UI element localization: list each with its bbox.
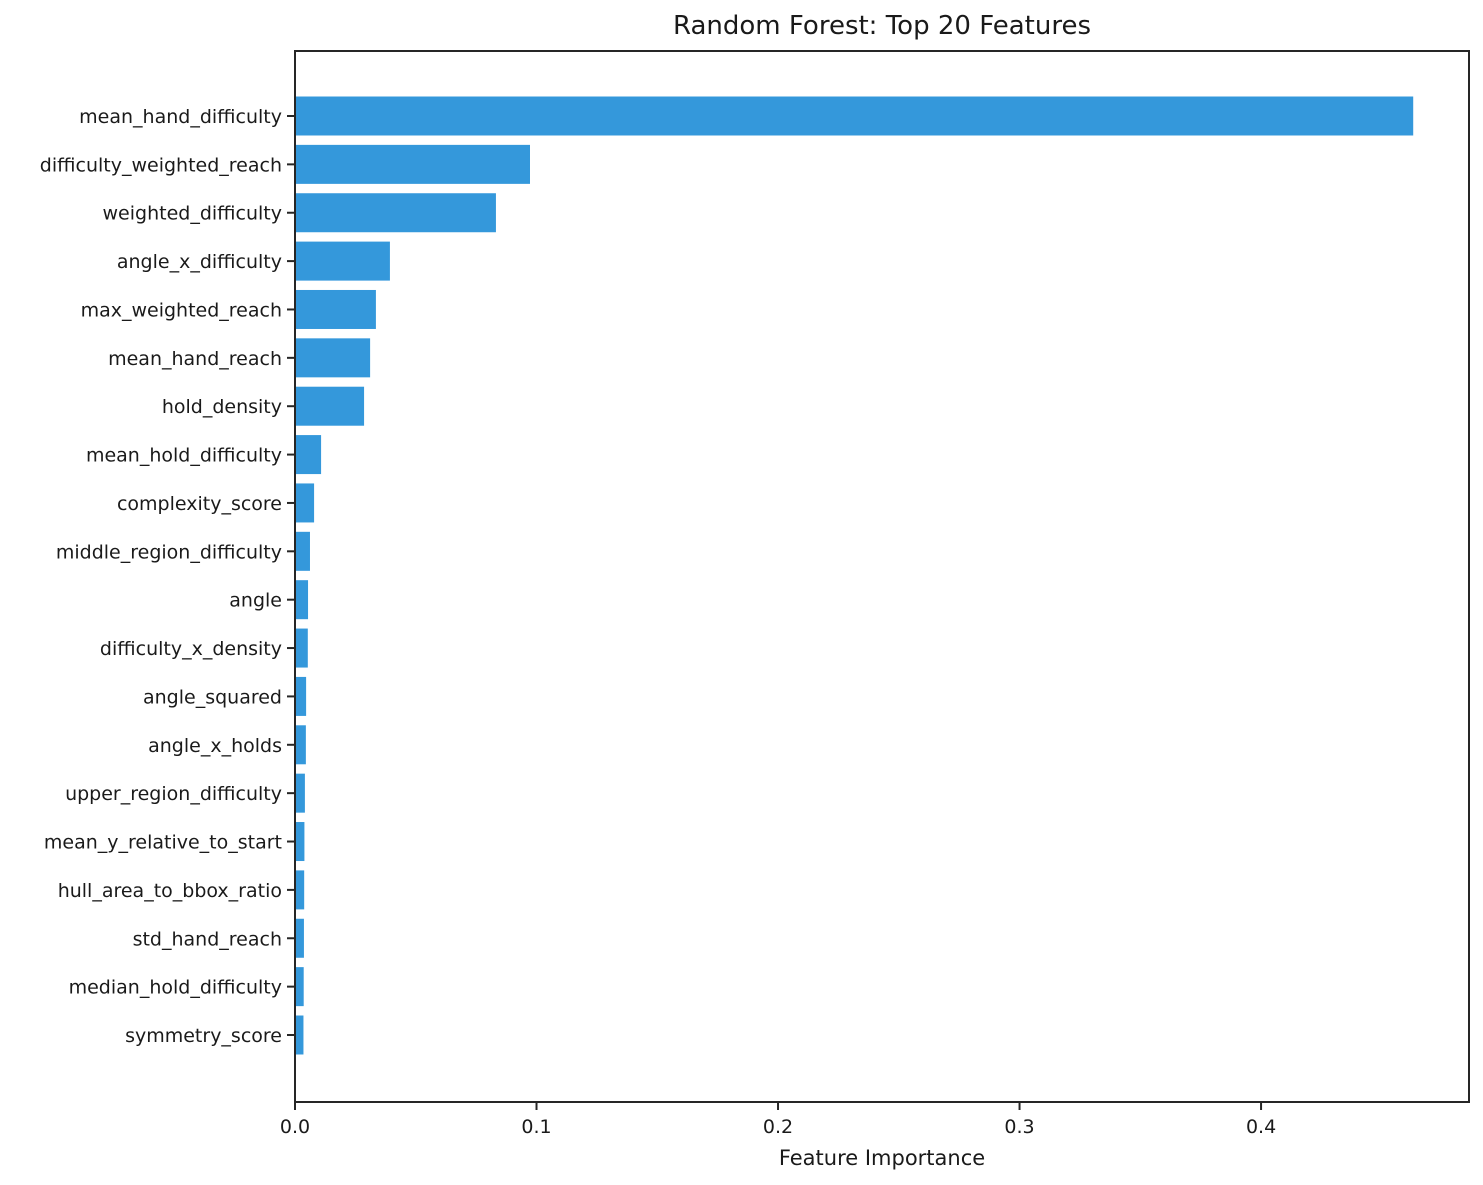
y-tick-label: mean_hold_difficulty [86, 445, 282, 467]
y-tick-label: mean_y_relative_to_start [44, 832, 282, 854]
y-tick-label: mean_hand_difficulty [79, 106, 282, 128]
x-axis-label: Feature Importance [778, 1146, 986, 1170]
x-tick-label: 0.3 [1004, 1116, 1034, 1138]
plot-border [294, 50, 1470, 1103]
y-tick-label: angle_x_holds [148, 735, 282, 757]
bar [295, 289, 376, 329]
bar [295, 483, 315, 523]
y-tick-label: angle_x_difficulty [117, 251, 282, 273]
y-tick-label: max_weighted_reach [81, 299, 282, 321]
bar [295, 96, 1414, 136]
bar [295, 193, 496, 233]
bar [295, 918, 304, 958]
y-tick-label: upper_region_difficulty [65, 783, 282, 805]
bar [295, 967, 304, 1007]
bar [295, 822, 305, 862]
x-tick-label: 0.1 [521, 1116, 551, 1138]
x-tick-label: 0.0 [280, 1116, 310, 1138]
bar [295, 580, 309, 620]
y-tick-label: median_hold_difficulty [69, 977, 282, 999]
bar [295, 338, 371, 378]
bar [295, 725, 306, 765]
bar [295, 1015, 304, 1055]
x-tick-label: 0.2 [763, 1116, 793, 1138]
bar [295, 144, 530, 184]
y-tick-label: std_hand_reach [133, 928, 282, 950]
y-tick-label: angle_squared [143, 686, 282, 708]
y-tick-label: weighted_difficulty [103, 203, 282, 225]
y-tick-label: difficulty_x_density [100, 638, 282, 660]
bar [295, 870, 305, 910]
bar [295, 531, 310, 571]
bar [295, 241, 390, 281]
y-tick-label: hold_density [162, 396, 282, 418]
y-tick-label: complexity_score [117, 493, 282, 515]
y-tick-label: mean_hand_reach [108, 348, 282, 370]
y-tick-label: angle [229, 590, 282, 612]
x-tick-label: 0.4 [1246, 1116, 1276, 1138]
bar [295, 773, 305, 813]
bar [295, 628, 308, 668]
y-tick-label: difficulty_weighted_reach [40, 154, 282, 176]
bar [295, 435, 322, 475]
chart-title: Random Forest: Top 20 Features [672, 11, 1091, 41]
bar [295, 386, 365, 426]
y-tick-label: symmetry_score [125, 1025, 282, 1047]
bar [295, 676, 307, 716]
y-tick-label: middle_region_difficulty [56, 541, 282, 563]
y-tick-label: hull_area_to_bbox_ratio [58, 880, 282, 902]
